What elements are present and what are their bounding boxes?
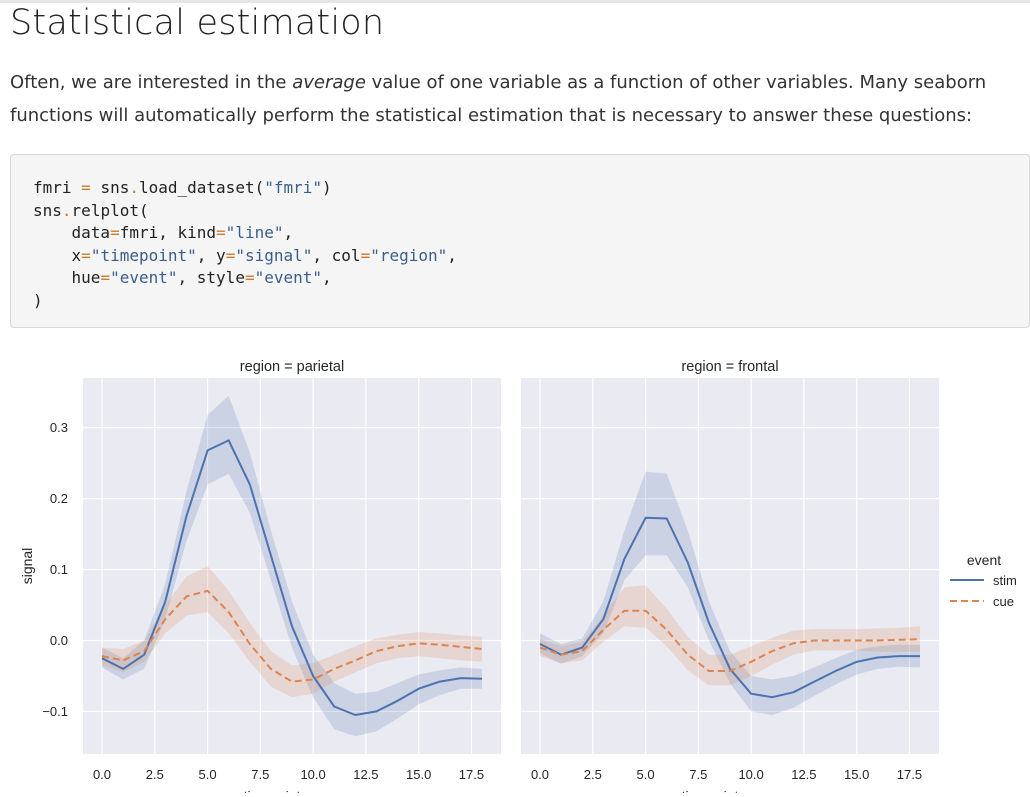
code-operator-token: = bbox=[110, 223, 120, 242]
code-string-token: "fmri" bbox=[264, 178, 322, 197]
code-token: hue bbox=[33, 268, 100, 287]
code-token: , bbox=[283, 223, 293, 242]
facet-panel-parietal: region = parietal 0.0 2.5 5.0 7.5 10.0 12.5 15.… bbox=[19, 359, 501, 793]
y-tick-label: 0.2 bbox=[50, 491, 68, 506]
code-string-token: "event" bbox=[110, 268, 177, 287]
x-tick-label: 0.0 bbox=[531, 767, 549, 782]
code-block[interactable]: fmri = sns.load_dataset("fmri") sns.relp… bbox=[10, 154, 1030, 328]
code-token: sns bbox=[91, 178, 130, 197]
code-token: , y bbox=[197, 246, 226, 265]
code-token: fmri bbox=[33, 178, 81, 197]
code-token: data bbox=[33, 223, 110, 242]
code-line: hue="event", style="event", bbox=[33, 268, 332, 287]
intro-emphasis: average bbox=[292, 72, 366, 93]
code-token: load_dataset( bbox=[139, 178, 264, 197]
code-string-token: "event" bbox=[255, 268, 322, 287]
code-operator-token: = bbox=[216, 223, 226, 242]
x-tick-label: 10.0 bbox=[738, 767, 763, 782]
code-string-token: "signal" bbox=[235, 246, 312, 265]
code-string-token: "line" bbox=[226, 223, 284, 242]
facet-title: region = frontal bbox=[681, 359, 778, 375]
x-tick-label: 17.5 bbox=[459, 767, 484, 782]
y-tick-label: 0.0 bbox=[50, 633, 68, 648]
code-token: , style bbox=[178, 268, 245, 287]
y-tick-label: −0.1 bbox=[42, 704, 68, 719]
legend: event stim cue bbox=[950, 552, 1017, 609]
x-tick-label: 12.5 bbox=[353, 767, 378, 782]
x-tick-label: 5.0 bbox=[199, 767, 217, 782]
x-tick-label: 15.0 bbox=[844, 767, 869, 782]
x-tick-label: 7.5 bbox=[689, 767, 707, 782]
code-content[interactable]: fmri = sns.load_dataset("fmri") sns.relp… bbox=[33, 177, 457, 313]
x-tick-label: 0.0 bbox=[93, 767, 111, 782]
code-token: ) bbox=[33, 291, 43, 310]
code-operator-token: = bbox=[81, 246, 91, 265]
code-line: x="timepoint", y="signal", col="region", bbox=[33, 246, 457, 265]
code-line: ) bbox=[33, 291, 43, 310]
y-tick-label: 0.3 bbox=[50, 420, 68, 435]
code-token: ) bbox=[322, 178, 332, 197]
x-tick-label: 2.5 bbox=[146, 767, 164, 782]
legend-label-cue: cue bbox=[993, 594, 1014, 609]
code-token: sns bbox=[33, 201, 62, 220]
legend-label-stim: stim bbox=[993, 573, 1017, 588]
relplot-figure: region = parietal 0.0 2.5 5.0 7.5 10.0 12.5 15.… bbox=[0, 348, 1030, 793]
facet-title: region = parietal bbox=[240, 359, 344, 375]
page-title: Statistical estimation bbox=[10, 3, 384, 43]
x-tick-label: 2.5 bbox=[584, 767, 602, 782]
code-line: fmri = sns.load_dataset("fmri") bbox=[33, 178, 332, 197]
code-token: x bbox=[33, 246, 81, 265]
x-axis-label: timepoint bbox=[682, 788, 739, 793]
x-tick-label: 17.5 bbox=[897, 767, 922, 782]
x-tick-label: 5.0 bbox=[637, 767, 655, 782]
x-tick-label: 12.5 bbox=[791, 767, 816, 782]
code-operator-token: . bbox=[62, 201, 72, 220]
intro-paragraph: Often, we are interested in the average … bbox=[10, 66, 1010, 132]
plot-area-background bbox=[521, 378, 939, 754]
code-operator-token: = bbox=[100, 268, 110, 287]
code-string-token: "timepoint" bbox=[91, 246, 197, 265]
y-tick-label: 0.1 bbox=[50, 562, 68, 577]
relplot-svg: region = parietal 0.0 2.5 5.0 7.5 10.0 12.5 15.… bbox=[0, 348, 1030, 793]
x-tick-label: 10.0 bbox=[300, 767, 325, 782]
plot-area-background bbox=[83, 378, 501, 754]
facet-panel-frontal: region = frontal 0.0 2.5 5.0 7.5 10.0 12.5 15.0… bbox=[521, 359, 939, 793]
code-operator-token: . bbox=[129, 178, 139, 197]
code-operator-token: = bbox=[226, 246, 236, 265]
code-token: , bbox=[447, 246, 457, 265]
code-operator-token: = bbox=[245, 268, 255, 287]
code-operator-token: = bbox=[361, 246, 371, 265]
code-line: sns.relplot( bbox=[33, 201, 149, 220]
code-string-token: "region" bbox=[370, 246, 447, 265]
code-token: , col bbox=[312, 246, 360, 265]
x-tick-label: 7.5 bbox=[251, 767, 269, 782]
code-token: relplot( bbox=[72, 201, 149, 220]
code-line: data=fmri, kind="line", bbox=[33, 223, 293, 242]
x-tick-label: 15.0 bbox=[406, 767, 431, 782]
code-operator-token: = bbox=[81, 178, 91, 197]
x-axis-label: timepoint bbox=[244, 788, 301, 793]
code-token: fmri, kind bbox=[120, 223, 216, 242]
y-axis-label: signal bbox=[19, 548, 35, 585]
code-token: , bbox=[322, 268, 332, 287]
intro-text-start: Often, we are interested in the bbox=[10, 72, 292, 93]
legend-title: event bbox=[967, 552, 1001, 568]
